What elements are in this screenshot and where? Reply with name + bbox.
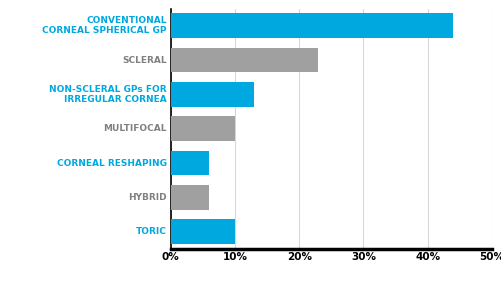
Bar <box>170 185 209 210</box>
Bar <box>170 116 234 141</box>
Bar <box>170 219 234 244</box>
Bar <box>170 48 318 72</box>
Bar <box>170 151 209 175</box>
Bar <box>170 13 452 38</box>
Bar <box>170 82 254 107</box>
